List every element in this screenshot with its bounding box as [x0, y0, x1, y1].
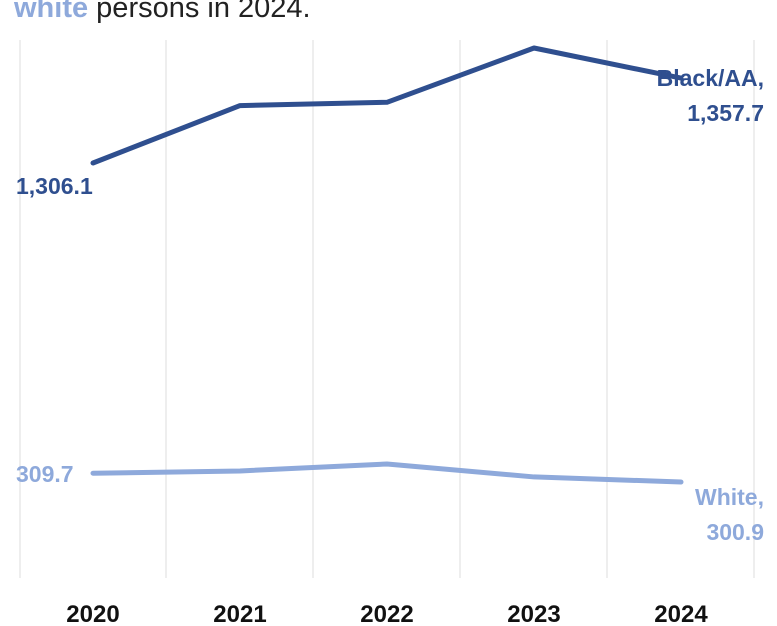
x-tick-label: 2022 [360, 601, 413, 626]
x-tick-label: 2023 [507, 601, 560, 626]
end-value-label: 1,357.7 [687, 100, 764, 126]
data-labels: 1,306.1 Black/AA, 1,357.7 309.7 White, 300.9 [16, 65, 764, 545]
series-line-black-aa [90, 45, 684, 166]
x-tick-label: 2020 [66, 601, 119, 626]
start-value-label: 309.7 [16, 461, 74, 487]
caption-highlight: white [14, 0, 89, 24]
end-series-label: Black/AA, [657, 65, 764, 91]
start-value-label: 1,306.1 [16, 173, 93, 199]
caption-text: persons in 2024. [88, 0, 311, 24]
chart-gridlines [19, 40, 755, 578]
chart-caption: white persons in 2024. [14, 0, 311, 25]
series-line-white [90, 461, 684, 485]
end-series-label: White, [695, 484, 764, 510]
x-tick-label: 2021 [213, 601, 266, 626]
end-value-label: 300.9 [706, 519, 764, 545]
x-axis-ticks: 2020 2021 2022 2023 2024 [66, 601, 708, 626]
chart-series [90, 45, 684, 485]
x-tick-label: 2024 [654, 601, 708, 626]
